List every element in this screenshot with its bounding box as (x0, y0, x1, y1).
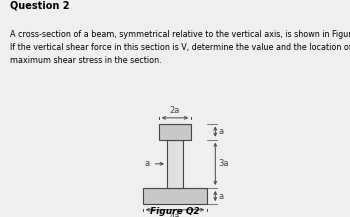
Bar (167, 140, 183, 188)
Text: a: a (145, 159, 150, 168)
Text: a: a (218, 192, 223, 201)
Bar (159, 123, 191, 140)
Text: Figure Q2: Figure Q2 (150, 207, 200, 216)
Text: a: a (218, 127, 223, 136)
Text: Question 2: Question 2 (10, 0, 70, 10)
Text: 3a: 3a (218, 159, 229, 168)
Text: 4a: 4a (170, 212, 180, 217)
Text: 2a: 2a (170, 107, 180, 115)
Bar (143, 188, 207, 204)
Text: A cross-section of a beam, symmetrical relative to the vertical axis, is shown i: A cross-section of a beam, symmetrical r… (10, 30, 350, 65)
